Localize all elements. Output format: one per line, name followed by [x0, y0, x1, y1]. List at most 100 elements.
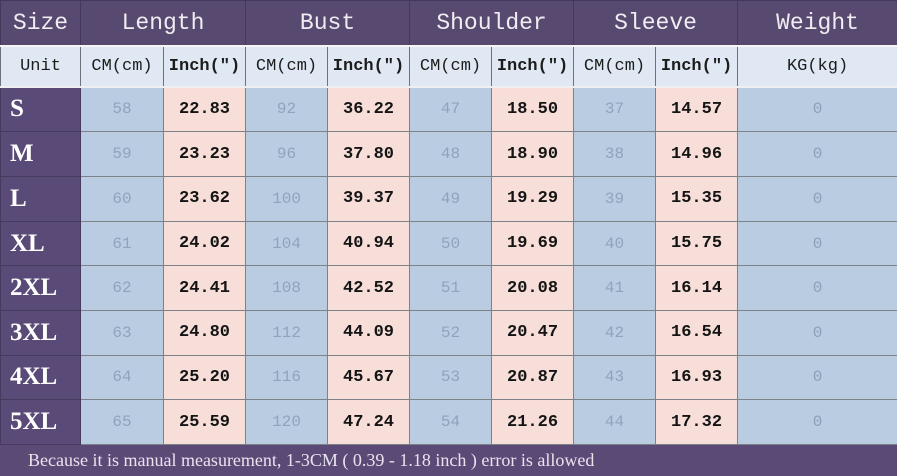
length-cm-cell: 61 [80, 220, 164, 267]
bust-inch-cell: 44.09 [327, 310, 411, 356]
shoulder-cm-cell: 51 [409, 265, 493, 311]
sleeve-cm-cell: 43 [573, 354, 657, 401]
shoulder-inch-cell: 19.29 [491, 176, 575, 222]
sleeve-inch-cell: 14.96 [655, 131, 739, 178]
sleeve-cm-cell: 40 [573, 220, 657, 267]
size-label: 3XL [0, 310, 81, 356]
bust-cm-cell: 120 [245, 399, 329, 445]
size-label: L [0, 176, 81, 222]
unit-cell-length-cm: CM(cm) [80, 44, 164, 88]
bust-inch-cell: 42.52 [327, 265, 411, 311]
length-cm-cell: 60 [80, 176, 164, 222]
sleeve-inch-cell: 14.57 [655, 85, 739, 133]
shoulder-cm-cell: 47 [409, 85, 493, 133]
shoulder-cm-cell: 49 [409, 176, 493, 222]
unit-cell-length-inch: Inch(″) [162, 44, 247, 88]
length-cm-cell: 63 [80, 310, 164, 356]
weight-kg-cell: 0 [737, 85, 897, 133]
table-row-4xl: 4XL 64 25.20 116 45.67 53 20.87 43 16.93 0 [0, 354, 897, 401]
bust-cm-cell: 100 [245, 176, 329, 222]
bust-cm-cell: 104 [245, 220, 329, 267]
shoulder-inch-cell: 21.26 [491, 399, 575, 445]
bust-cm-cell: 116 [245, 354, 329, 401]
table-row-xl: XL 61 24.02 104 40.94 50 19.69 40 15.75 0 [0, 220, 897, 267]
sleeve-cm-cell: 41 [573, 265, 657, 311]
sleeve-cm-cell: 42 [573, 310, 657, 356]
header-row: Size Length Bust Shoulder Sleeve Weight [0, 0, 897, 46]
length-inch-cell: 24.80 [162, 310, 247, 356]
length-inch-cell: 24.02 [162, 220, 247, 267]
column-header-weight: Weight [737, 0, 897, 46]
shoulder-cm-cell: 54 [409, 399, 493, 445]
measurement-disclaimer: Because it is manual measurement, 1-3CM … [0, 445, 897, 476]
size-chart-table: Size Length Bust Shoulder Sleeve Weight … [0, 0, 897, 445]
unit-cell-sleeve-inch: Inch(″) [655, 44, 739, 88]
shoulder-cm-cell: 48 [409, 131, 493, 178]
length-inch-cell: 24.41 [162, 265, 247, 311]
size-label: S [0, 85, 81, 133]
length-cm-cell: 59 [80, 131, 164, 178]
weight-kg-cell: 0 [737, 265, 897, 311]
bust-inch-cell: 47.24 [327, 399, 411, 445]
sleeve-inch-cell: 16.54 [655, 310, 739, 356]
table-row-l: L 60 23.62 100 39.37 49 19.29 39 15.35 0 [0, 176, 897, 222]
unit-cell-bust-inch: Inch(″) [327, 44, 411, 88]
size-label: 5XL [0, 399, 81, 445]
unit-cell-shoulder-inch: Inch(″) [491, 44, 575, 88]
bust-cm-cell: 112 [245, 310, 329, 356]
length-inch-cell: 25.20 [162, 354, 247, 401]
shoulder-inch-cell: 20.87 [491, 354, 575, 401]
bust-inch-cell: 45.67 [327, 354, 411, 401]
weight-kg-cell: 0 [737, 220, 897, 267]
unit-cell-label: Unit [0, 44, 81, 88]
length-inch-cell: 23.62 [162, 176, 247, 222]
size-label: M [0, 131, 81, 178]
shoulder-inch-cell: 20.08 [491, 265, 575, 311]
weight-kg-cell: 0 [737, 399, 897, 445]
bust-cm-cell: 92 [245, 85, 329, 133]
unit-row: Unit CM(cm) Inch(″) CM(cm) Inch(″) CM(cm… [0, 44, 897, 88]
shoulder-inch-cell: 19.69 [491, 220, 575, 267]
length-inch-cell: 25.59 [162, 399, 247, 445]
weight-kg-cell: 0 [737, 354, 897, 401]
sleeve-inch-cell: 16.93 [655, 354, 739, 401]
unit-cell-weight-kg: KG(kg) [737, 44, 897, 88]
table-row-s: S 58 22.83 92 36.22 47 18.50 37 14.57 0 [0, 85, 897, 133]
size-label: 2XL [0, 265, 81, 311]
table-body: S 58 22.83 92 36.22 47 18.50 37 14.57 0 M 59 23.23 96… [0, 85, 897, 445]
column-header-size: Size [0, 0, 81, 46]
shoulder-inch-cell: 18.90 [491, 131, 575, 178]
sleeve-cm-cell: 38 [573, 131, 657, 178]
column-header-sleeve: Sleeve [573, 0, 739, 46]
length-inch-cell: 22.83 [162, 85, 247, 133]
unit-cell-shoulder-cm: CM(cm) [409, 44, 493, 88]
sleeve-inch-cell: 15.35 [655, 176, 739, 222]
shoulder-inch-cell: 18.50 [491, 85, 575, 133]
unit-cell-bust-cm: CM(cm) [245, 44, 329, 88]
sleeve-inch-cell: 17.32 [655, 399, 739, 445]
shoulder-cm-cell: 53 [409, 354, 493, 401]
bust-inch-cell: 36.22 [327, 85, 411, 133]
sleeve-cm-cell: 44 [573, 399, 657, 445]
bust-cm-cell: 108 [245, 265, 329, 311]
size-label: XL [0, 220, 81, 267]
column-header-bust: Bust [245, 0, 411, 46]
length-inch-cell: 23.23 [162, 131, 247, 178]
table-row-m: M 59 23.23 96 37.80 48 18.90 38 14.96 0 [0, 131, 897, 178]
length-cm-cell: 64 [80, 354, 164, 401]
sleeve-cm-cell: 37 [573, 85, 657, 133]
weight-kg-cell: 0 [737, 310, 897, 356]
length-cm-cell: 58 [80, 85, 164, 133]
bust-inch-cell: 37.80 [327, 131, 411, 178]
bust-cm-cell: 96 [245, 131, 329, 178]
column-header-shoulder: Shoulder [409, 0, 575, 46]
length-cm-cell: 65 [80, 399, 164, 445]
shoulder-cm-cell: 50 [409, 220, 493, 267]
table-row-2xl: 2XL 62 24.41 108 42.52 51 20.08 41 16.14 0 [0, 265, 897, 311]
sleeve-inch-cell: 16.14 [655, 265, 739, 311]
size-label: 4XL [0, 354, 81, 401]
shoulder-cm-cell: 52 [409, 310, 493, 356]
sleeve-cm-cell: 39 [573, 176, 657, 222]
bust-inch-cell: 39.37 [327, 176, 411, 222]
